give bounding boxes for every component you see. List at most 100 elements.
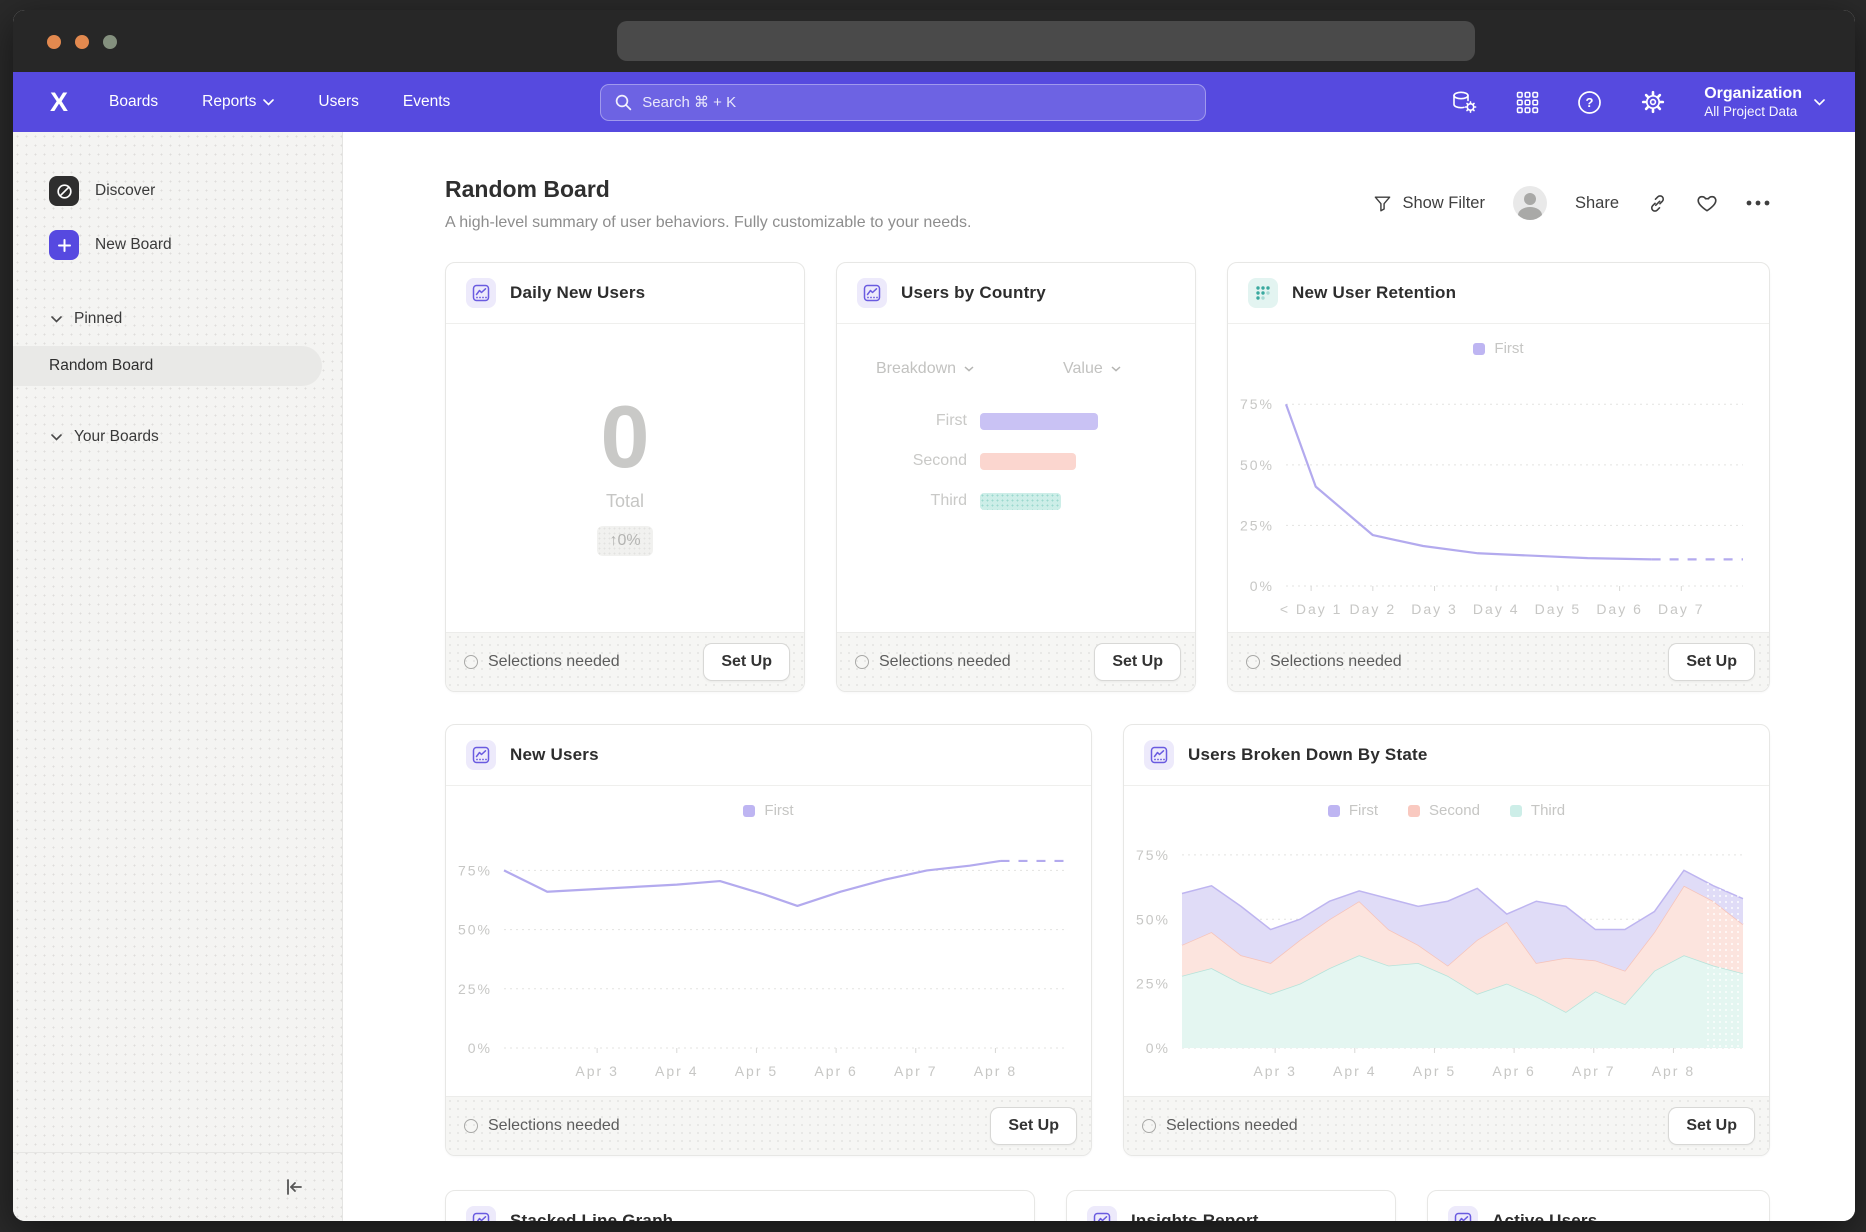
bar-row: Third (837, 492, 1061, 510)
svg-text:Day 5: Day 5 (1535, 601, 1582, 617)
address-bar[interactable] (617, 21, 1475, 61)
chevron-down-icon (51, 433, 62, 441)
svg-text:Apr 7: Apr 7 (894, 1063, 937, 1079)
card-title: Daily New Users (510, 283, 646, 302)
breakdown-dropdown[interactable]: Breakdown (876, 360, 974, 378)
line-chart-icon (857, 278, 887, 308)
card-insights-report: Insights Report (1066, 1190, 1396, 1221)
page-subtitle: A high-level summary of user behaviors. … (445, 214, 972, 231)
search-placeholder: Search ⌘ + K (642, 94, 737, 111)
more-options-button[interactable] (1746, 200, 1770, 206)
bar-third (980, 492, 1061, 510)
card-title: New User Retention (1292, 283, 1457, 302)
search-input[interactable]: Search ⌘ + K (600, 83, 1207, 121)
card-new-users: New Users First 75% 50% 25% 0% Apr 3 Apr 4 Apr… (445, 724, 1092, 1156)
line-chart-icon (1087, 1206, 1117, 1221)
link-icon (1651, 194, 1664, 212)
mixpanel-logo-icon[interactable]: X (50, 86, 68, 117)
chevron-down-icon (1814, 98, 1825, 106)
apps-grid-icon[interactable] (1516, 91, 1539, 114)
settings-gear-icon[interactable] (1640, 89, 1666, 115)
svg-text:Day 4: Day 4 (1473, 601, 1520, 617)
collapse-sidebar-button[interactable] (13, 1152, 342, 1221)
favorite-button[interactable] (1696, 193, 1718, 213)
svg-text:50%: 50% (1240, 457, 1274, 473)
line-chart-icon (1144, 740, 1174, 770)
retention-grid-icon (1248, 278, 1278, 308)
bar-row: First (837, 412, 1098, 430)
copy-link-button[interactable] (1647, 193, 1668, 214)
heart-icon (1697, 195, 1717, 212)
board-content: Random Board A high-level summary of use… (343, 132, 1855, 1221)
value-dropdown[interactable]: Value (1063, 360, 1121, 378)
sidebar-item-random-board[interactable]: Random Board (13, 346, 322, 386)
svg-text:Apr 3: Apr 3 (575, 1063, 618, 1079)
card-users-by-state: Users Broken Down By State First Second Th… (1123, 724, 1770, 1156)
chevron-down-icon (964, 366, 974, 372)
line-chart-icon (466, 1206, 496, 1221)
status: Selections needed (464, 1117, 620, 1135)
svg-text:Apr 4: Apr 4 (1333, 1063, 1376, 1079)
chart-legend: First (446, 802, 1091, 819)
card-title: Insights Report (1131, 1211, 1259, 1221)
svg-text:Apr 4: Apr 4 (655, 1063, 698, 1079)
svg-text:Apr 6: Apr 6 (1492, 1063, 1535, 1079)
card-active-users: Active Users (1427, 1190, 1770, 1221)
svg-text:0%: 0% (468, 1040, 492, 1056)
svg-text:0%: 0% (1146, 1040, 1170, 1056)
page-title: Random Board (445, 176, 610, 202)
setup-button[interactable]: Set Up (1668, 643, 1755, 681)
compass-icon (49, 176, 79, 206)
chevron-down-icon (1111, 366, 1121, 372)
svg-text:Day 3: Day 3 (1411, 601, 1458, 617)
status: Selections needed (855, 653, 1011, 671)
sidebar-section-your-boards[interactable]: Your Boards (13, 420, 342, 454)
svg-text:?: ? (1586, 95, 1594, 110)
card-users-by-country: Users by Country Breakdown Value (836, 262, 1196, 692)
setup-button[interactable]: Set Up (1668, 1107, 1755, 1145)
avatar[interactable] (1512, 186, 1547, 220)
new-users-chart: 75% 50% 25% 0% Apr 3 Apr 4 Apr 5 Apr 6 Apr 7 Apr … (458, 859, 1065, 1079)
svg-text:Day 2: Day 2 (1350, 601, 1397, 617)
traffic-light-minimize[interactable] (75, 35, 89, 49)
org-switcher[interactable]: Organization All Project Data (1704, 84, 1825, 121)
traffic-light-fullscreen[interactable] (103, 35, 117, 49)
sidebar-section-pinned[interactable]: Pinned (13, 302, 342, 336)
line-chart-icon (1448, 1206, 1478, 1221)
card-title: Stacked Line Graph (510, 1211, 674, 1221)
sidebar-item-new-board[interactable]: New Board (13, 222, 342, 268)
help-icon[interactable]: ? (1577, 90, 1602, 115)
bar-row: Second (837, 452, 1076, 470)
search-icon (616, 94, 632, 110)
setup-button[interactable]: Set Up (1094, 643, 1181, 681)
chart-legend: First Second Third (1124, 802, 1769, 819)
plus-icon (49, 230, 79, 260)
status: Selections needed (1246, 653, 1402, 671)
share-button[interactable]: Share (1574, 193, 1619, 212)
svg-text:Day 6: Day 6 (1596, 601, 1643, 617)
svg-text:Apr 8: Apr 8 (974, 1063, 1017, 1079)
show-filter-button[interactable]: Show Filter (1373, 194, 1485, 213)
bar-first (980, 412, 1098, 430)
svg-text:< Day 1: < Day 1 (1280, 601, 1343, 617)
nav-events[interactable]: Events (402, 93, 451, 110)
svg-text:50%: 50% (458, 922, 492, 938)
data-settings-icon[interactable] (1451, 89, 1478, 115)
setup-button[interactable]: Set Up (703, 643, 790, 681)
card-title: New Users (510, 745, 599, 764)
svg-text:Apr 5: Apr 5 (735, 1063, 778, 1079)
nav-users[interactable]: Users (318, 93, 359, 110)
chevron-down-icon (51, 315, 62, 323)
status-circle-icon (464, 1119, 478, 1133)
traffic-light-close[interactable] (47, 35, 61, 49)
status-circle-icon (855, 655, 869, 669)
chevron-down-icon (263, 98, 275, 106)
nav-reports[interactable]: Reports (202, 93, 275, 111)
card-title: Active Users (1492, 1211, 1598, 1221)
card-daily-new-users: Daily New Users 0 Total ↑0% Selections n… (445, 262, 805, 692)
svg-text:75%: 75% (1240, 396, 1274, 412)
setup-button[interactable]: Set Up (990, 1107, 1077, 1145)
sidebar-item-discover[interactable]: Discover (13, 168, 342, 214)
collapse-arrow-icon (287, 1179, 302, 1195)
nav-boards[interactable]: Boards (109, 93, 159, 110)
